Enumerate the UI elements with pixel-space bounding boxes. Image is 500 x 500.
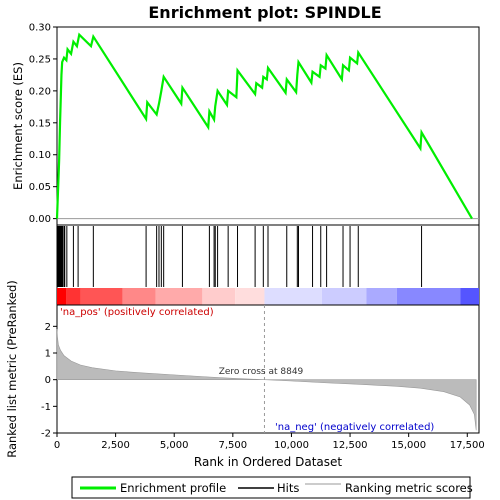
x-tick-label: 17,500 <box>450 440 485 451</box>
metric-ytick-label: 2 <box>45 322 51 333</box>
hits-panel <box>56 224 480 306</box>
colorbar-segment <box>264 288 322 305</box>
colorbar-segment <box>122 288 156 305</box>
ranking-metric-area <box>56 328 477 431</box>
es-ytick-label: 0.15 <box>29 118 51 129</box>
chart-title: Enrichment plot: SPINDLE <box>148 3 381 22</box>
colorbar-segment <box>366 288 397 305</box>
legend: Enrichment profile Hits Ranking metric s… <box>71 476 473 499</box>
x-tick-label: 12,500 <box>333 440 368 451</box>
x-tick-label: 10,000 <box>274 440 309 451</box>
metric-ytick-label: -2 <box>41 429 51 440</box>
es-ytick-label: 0.00 <box>29 214 51 225</box>
es-ytick-label: 0.30 <box>29 23 51 34</box>
metric-ytick-label: 0 <box>45 375 51 386</box>
es-ytick-label: 0.05 <box>29 182 51 193</box>
x-tick-label: 7,500 <box>219 440 248 451</box>
x-tick-label: 0 <box>54 440 60 451</box>
colorbar-segment <box>321 288 367 305</box>
legend-hits-label: Hits <box>277 481 299 495</box>
metric-axis-label: Ranked list metric (PreRanked) <box>5 280 19 458</box>
metric-ytick-label: 1 <box>45 349 51 360</box>
es-axis-label: Enrichment score (ES) <box>11 62 25 190</box>
colorbar-segment <box>66 288 81 305</box>
zero-cross-label: Zero cross at 8849 <box>219 367 304 377</box>
es-panel: 0.00 0.05 0.10 0.15 0.20 0.25 0.30 Enrichment … <box>11 23 480 226</box>
metric-panel: Zero cross at 8849 'na_pos' (positively … <box>5 280 485 469</box>
metric-ytick-label: -1 <box>41 402 51 413</box>
colorbar-segment <box>396 288 461 305</box>
colorbar-segment <box>235 288 265 305</box>
es-panel-frame <box>56 26 480 226</box>
x-tick-label: 2,500 <box>101 440 130 451</box>
x-tick-label: 5,000 <box>160 440 189 451</box>
es-ytick-label: 0.10 <box>29 150 51 161</box>
metric-panel-frame <box>56 304 480 434</box>
x-tick-label: 15,000 <box>391 440 426 451</box>
colorbar-segment <box>460 288 479 305</box>
na-neg-label: 'na_neg' (negatively correlated) <box>275 422 434 433</box>
es-ytick-label: 0.25 <box>29 54 51 65</box>
x-axis-label: Rank in Ordered Dataset <box>194 455 342 469</box>
colorbar-segment <box>57 288 67 305</box>
na-pos-label: 'na_pos' (positively correlated) <box>60 307 214 318</box>
legend-metric-label: Ranking metric scores <box>345 481 473 495</box>
colorbar-segment <box>202 288 236 305</box>
colorbar-segment <box>80 288 123 305</box>
enrichment-profile-line <box>55 32 473 220</box>
colorbar-segment <box>155 288 203 305</box>
es-ytick-label: 0.20 <box>29 86 51 97</box>
legend-enrichment-label: Enrichment profile <box>120 481 226 495</box>
